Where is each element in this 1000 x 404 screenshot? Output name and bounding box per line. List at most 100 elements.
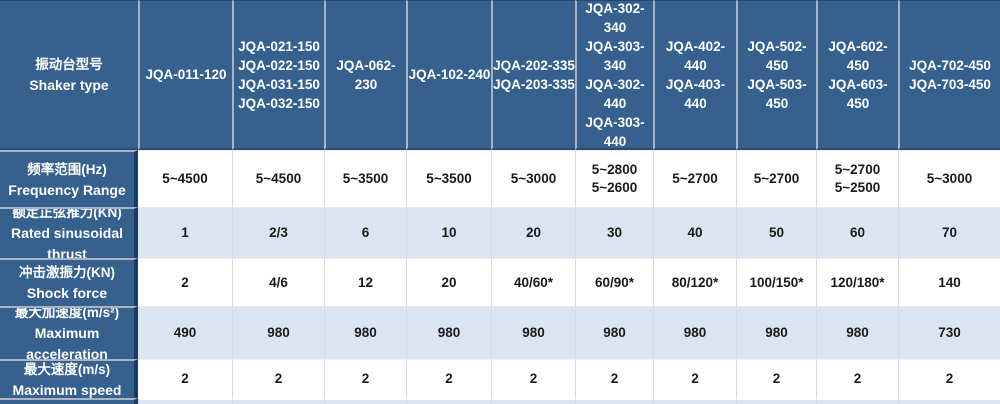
row-header-cell-line: 频率范围(Hz)	[27, 161, 107, 177]
column-header-cell: JQA-602-450 JQA-603-450	[816, 0, 898, 150]
row-header-cell-line: Maximum acceleration	[26, 325, 108, 359]
data-cell-line: 5~2600	[591, 180, 638, 195]
row-header-cell-line: Shock force	[26, 285, 108, 301]
data-cell-line: 120/180*	[830, 274, 885, 290]
data-cell: 980	[406, 306, 491, 359]
column-header-cell-line: JQA-702-450	[909, 57, 991, 73]
corner-header-cell-line: 振动台型号	[35, 56, 103, 72]
data-cell-partial	[816, 398, 898, 404]
column-header-cell-line: JQA-062-230	[336, 57, 396, 92]
column-header-cell-line: JQA-203-335	[493, 76, 575, 92]
row-header-cell-line: 最大加速度(m/s²)	[14, 306, 120, 320]
data-cell-line: 980	[267, 325, 290, 340]
data-cell: 980	[491, 306, 575, 359]
data-cell: 2	[816, 359, 898, 398]
data-cell-partial	[653, 398, 736, 404]
data-cell: 730	[898, 306, 1000, 359]
data-cell: 5~2800 5~2600	[575, 150, 653, 207]
data-cell-line: 5~3000	[510, 171, 557, 186]
data-cell-line: 2	[181, 274, 189, 290]
data-cell: 20	[491, 207, 575, 258]
column-header-cell: JQA-011-120	[138, 0, 232, 150]
column-header-cell-line: JQA-302-340	[585, 0, 645, 35]
data-cell: 100/150*	[736, 258, 816, 306]
column-header-cell-line: JQA-102-240	[408, 67, 491, 82]
data-cell: 2	[653, 359, 736, 398]
data-cell-line: 5~2500	[834, 180, 881, 195]
data-cell-line: 60/90*	[594, 274, 635, 290]
data-cell-line: 70	[941, 225, 958, 240]
data-cell-partial	[575, 398, 653, 404]
data-cell-line: 5~2700	[834, 162, 881, 177]
data-cell-line: 20	[525, 225, 542, 240]
column-header-cell-line: JQA-703-450	[909, 76, 991, 92]
data-cell-line: 980	[603, 325, 626, 340]
data-cell-line: 5~2700	[672, 171, 718, 186]
data-cell: 5~4500	[138, 150, 232, 207]
column-header-cell-line: JQA-602-450	[828, 38, 888, 73]
data-cell: 980	[653, 306, 736, 359]
column-header-cell-line: JQA-032-150	[238, 95, 320, 111]
data-cell-line: 5~3000	[926, 171, 973, 186]
data-cell: 490	[138, 306, 232, 359]
data-cell-line: 2	[610, 371, 619, 386]
data-cell-line: 980	[522, 325, 545, 340]
data-cell-line: 2	[772, 371, 781, 386]
data-cell: 12	[324, 258, 406, 306]
column-header-cell: JQA-402-440 JQA-403-440	[653, 0, 736, 150]
data-cell: 140	[898, 258, 1000, 306]
column-header-cell-line: JQA-011-120	[145, 67, 227, 82]
data-cell: 2	[324, 359, 406, 398]
data-cell: 1	[138, 207, 232, 258]
data-cell-line: 50	[768, 225, 785, 240]
data-cell-partial	[406, 398, 491, 404]
data-cell: 50	[736, 207, 816, 258]
data-cell: 70	[898, 207, 1000, 258]
column-header-cell-line: JQA-021-150	[238, 38, 320, 54]
data-cell: 5~3500	[324, 150, 406, 207]
data-cell-line: 980	[765, 325, 788, 340]
data-cell: 980	[736, 306, 816, 359]
data-cell: 5~4500	[232, 150, 324, 207]
data-cell: 980	[816, 306, 898, 359]
data-cell-partial	[736, 398, 816, 404]
row-header-cell: 最大速度(m/s) Maximum speed	[0, 359, 138, 398]
data-cell-line: 2/3	[269, 225, 288, 240]
data-cell: 80/120*	[653, 258, 736, 306]
column-header-cell: JQA-202-335 JQA-203-335	[491, 0, 575, 150]
data-cell-line: 5~3500	[426, 171, 472, 186]
data-cell-line: 5~2800	[591, 162, 638, 177]
data-cell-partial	[898, 398, 1000, 404]
data-cell-line: 2	[361, 371, 370, 386]
row-header-cell: 额定正弦推力(KN) Rated sinusoidal thrust	[0, 207, 138, 258]
row-header-cell-partial	[0, 398, 138, 404]
data-cell-line: 2	[274, 371, 283, 386]
row-header-cell-line: Maximum speed	[12, 381, 122, 398]
row-header-cell-line: 额定正弦推力(KN)	[12, 207, 122, 220]
data-cell-line: 12	[357, 274, 374, 290]
data-cell: 980	[324, 306, 406, 359]
data-cell-line: 20	[441, 274, 457, 290]
column-header-cell-line: JQA-022-150	[238, 57, 320, 73]
data-cell-line: 6	[361, 225, 370, 240]
data-cell: 980	[575, 306, 653, 359]
row-header-cell: 冲击激振力(KN) Shock force	[0, 258, 138, 306]
data-cell-line: 490	[173, 325, 197, 340]
data-cell-line: 2	[181, 371, 189, 386]
data-cell-line: 60	[849, 225, 866, 240]
row-header-cell-line: 最大速度(m/s)	[23, 361, 111, 377]
data-cell-line: 5~4500	[255, 171, 302, 186]
data-cell-line: 2	[945, 371, 954, 386]
data-cell: 2	[575, 359, 653, 398]
data-cell-line: 30	[606, 225, 623, 240]
data-cell: 5~3000	[491, 150, 575, 207]
row-header-cell-line: Rated sinusoidal thrust	[10, 225, 124, 258]
data-cell: 60/90*	[575, 258, 653, 306]
column-header-cell-line: JQA-303-340	[585, 38, 645, 73]
data-cell: 40	[653, 207, 736, 258]
column-header-cell: JQA-702-450 JQA-703-450	[898, 0, 1000, 150]
data-cell: 10	[406, 207, 491, 258]
column-header-cell-line: JQA-503-450	[747, 76, 807, 111]
data-cell: 5~2700 5~2500	[816, 150, 898, 207]
